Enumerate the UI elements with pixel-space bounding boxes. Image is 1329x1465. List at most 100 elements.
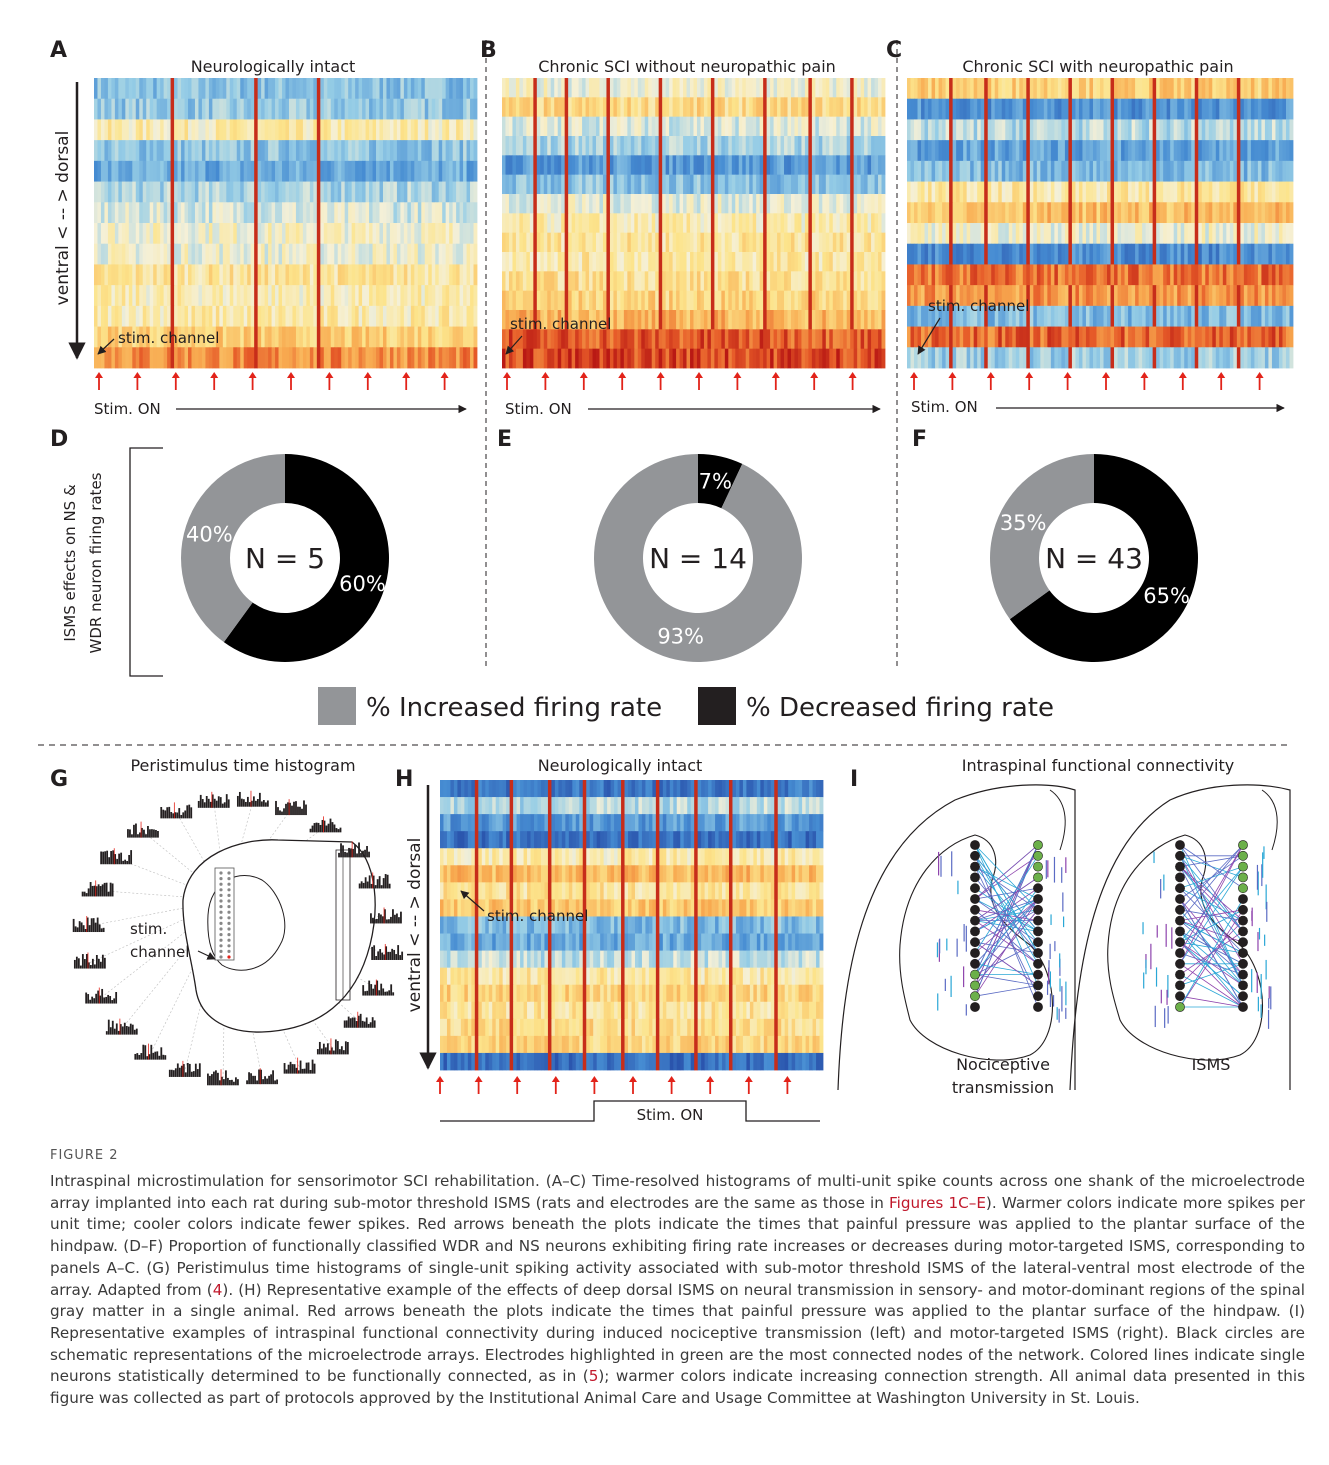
heatmap-cell [396,119,401,141]
heatmap-cell [1008,98,1013,120]
heatmap-cell [672,155,677,176]
heatmap-cell [222,285,227,307]
heatmap-cell [1124,181,1129,203]
heatmap-cell [156,347,161,369]
heatmap-cell [561,290,566,311]
heatmap-cell [1173,202,1178,224]
heatmap-cell [998,243,1003,265]
heatmap-cell [1089,347,1094,369]
psth-bar [384,874,387,889]
heatmap-cell [998,202,1003,224]
heatmap-cell [1173,78,1178,100]
heatmap-cell [1054,181,1059,203]
heatmap-cell [693,78,698,98]
heatmap-cell [599,155,604,176]
heatmap-cell [452,243,457,265]
heatmap-cell [515,174,520,195]
heatmap-cell [1205,243,1210,265]
heatmap-cell [104,119,109,141]
heatmap-cell [942,119,946,141]
heatmap-cell [871,136,875,156]
heatmap-cell [533,155,538,176]
heatmap-cell [508,310,513,330]
heatmap-cell [1071,160,1076,182]
psth-bar [275,800,277,816]
heatmap-cell [410,305,415,327]
heatmap-cell [1170,326,1175,348]
heatmap-cell [282,285,286,307]
heatmap-cell [275,181,279,203]
heatmap-cell [337,264,342,286]
heatmap-cell [850,155,855,176]
heatmap-cell [135,181,140,203]
heatmap-cell [372,202,377,224]
heatmap-cell [557,213,562,234]
heatmap-cell [191,160,196,182]
heatmap-cell [1117,119,1122,141]
heatmap-cell [977,140,982,162]
heatmap-cell [1152,326,1157,348]
heatmap-cell [1156,347,1161,369]
heatmap-cell [118,264,123,286]
heatmap-cell [1064,264,1069,286]
heatmap-cell [1047,78,1052,100]
heatmap-cell [665,155,670,176]
heatmap-cell [184,243,189,265]
heatmap-cell [1015,98,1020,120]
heatmap-cell [602,348,607,369]
heatmap-cell [111,305,116,327]
heatmap-cell [372,264,377,286]
heatmap-cell [505,290,510,311]
heatmap-cell [977,243,982,265]
heatmap-cell [139,202,144,224]
heatmap-cell [683,290,687,311]
heatmap-cell [679,310,684,330]
heatmap-cell [114,305,119,327]
heatmap-cell [606,290,611,311]
heatmap-cell [1114,326,1118,348]
heatmap-cell [459,181,464,203]
heatmap-cell [167,264,171,286]
heatmap-cell [627,213,632,234]
heatmap-cell [1107,305,1111,327]
heatmap-cell [1264,326,1269,348]
heatmap-cell [759,116,764,137]
heatmap-cell [655,348,660,369]
heatmap-cell [502,213,506,234]
heatmap-cell [1075,285,1080,307]
heatmap-cell [1103,160,1108,182]
heatmap-cell [1191,98,1196,120]
heatmap-cell [396,98,401,120]
heatmap-cell [264,285,269,307]
heatmap-cell [198,160,203,182]
heatmap-cell [686,232,691,253]
heatmap-cell [369,285,373,307]
heatmap-cell [662,97,667,118]
heatmap-cell [1152,181,1157,203]
heatmap-cell [836,232,841,253]
heatmap-cell [1043,347,1048,369]
heatmap-cell [1138,305,1143,327]
heatmap-cell [348,223,353,245]
heatmap-cell [236,305,241,327]
heatmap-cell [648,271,653,292]
heatmap-cell [1261,223,1266,245]
heatmap-cell [596,174,600,195]
heatmap-cell [1110,285,1115,307]
heatmap-cell [334,285,339,307]
heatmap-cell [470,243,474,265]
heatmap-cell [564,194,569,214]
heatmap-cell [1271,98,1276,120]
heatmap-cell [846,252,851,272]
heatmap-cell [362,347,366,369]
heatmap-cell [1061,98,1066,120]
heatmap-cell [1089,119,1094,141]
heatmap-cell [599,136,604,156]
heatmap-cell [1275,347,1280,369]
heatmap-cell [1128,326,1132,348]
heatmap-cell [1061,78,1066,100]
psth-bar [356,853,358,858]
electrode-site [219,905,223,909]
heatmap-cell [811,136,816,156]
heatmap-cell [536,78,541,98]
